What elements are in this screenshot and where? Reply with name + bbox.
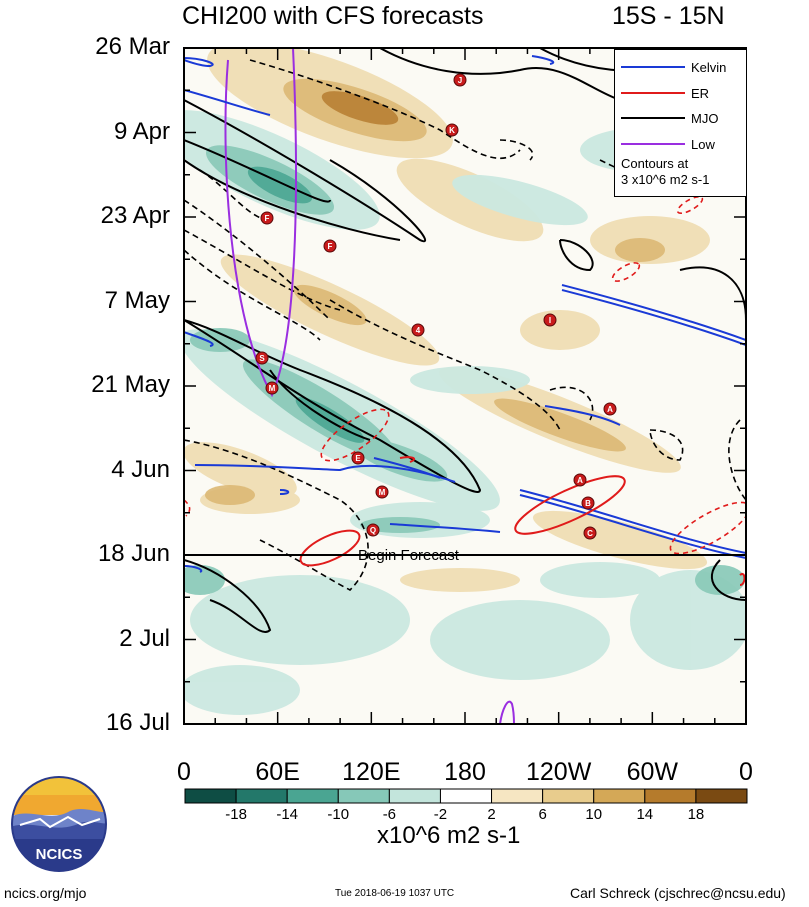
svg-text:C: C bbox=[587, 529, 593, 538]
colorbar-swatch bbox=[695, 788, 748, 804]
footer-timestamp: Tue 2018-06-19 1037 UTC bbox=[335, 888, 455, 899]
legend-swatch-er bbox=[621, 92, 685, 94]
colorbar-tick-label: 2 bbox=[487, 806, 496, 823]
legend-label-er: ER bbox=[691, 85, 710, 101]
storm-marker: A bbox=[573, 473, 587, 487]
y-tick-label: 21 May bbox=[91, 371, 170, 398]
colorbar-swatch bbox=[593, 788, 646, 804]
svg-text:F: F bbox=[265, 214, 270, 223]
y-tick-label: 18 Jun bbox=[97, 540, 170, 567]
storm-marker: E bbox=[351, 451, 365, 465]
colorbar-tick-label: -10 bbox=[327, 806, 350, 823]
svg-text:A: A bbox=[607, 405, 613, 414]
colorbar-tick-label: 10 bbox=[585, 806, 603, 823]
legend-swatch-mjo bbox=[621, 117, 685, 119]
y-tick-label: 23 Apr bbox=[100, 202, 170, 229]
legend-item-er: ER bbox=[621, 84, 709, 102]
y-tick-label: 2 Jul bbox=[119, 624, 170, 652]
svg-text:S: S bbox=[259, 354, 265, 363]
storm-marker: M bbox=[265, 381, 279, 395]
storm-marker: K bbox=[445, 123, 459, 137]
x-tick-label: 0 bbox=[177, 758, 191, 786]
svg-text:M: M bbox=[379, 488, 386, 497]
svg-text:A: A bbox=[577, 476, 583, 485]
footer-author: Carl Schreck (cjschrec@ncsu.edu) bbox=[570, 885, 786, 901]
colorbar-tick-label: 6 bbox=[538, 806, 547, 823]
storm-markers: J K F F S M 4 I A E M Q A B C bbox=[255, 73, 617, 540]
contour-note-line2: 3 x10^6 m2 s-1 bbox=[621, 172, 710, 187]
svg-text:E: E bbox=[355, 454, 361, 463]
begin-forecast-label: Begin Forecast bbox=[358, 547, 459, 564]
svg-text:M: M bbox=[269, 384, 276, 393]
colorbar-tick-label: -6 bbox=[382, 806, 397, 823]
colorbar-swatch bbox=[491, 788, 544, 804]
svg-text:F: F bbox=[328, 242, 333, 251]
legend-item-low: Low bbox=[621, 135, 715, 153]
x-tick-label: 0 bbox=[739, 758, 753, 786]
colorbar-swatch bbox=[337, 788, 390, 804]
storm-marker: A bbox=[603, 402, 617, 416]
svg-text:I: I bbox=[549, 316, 551, 325]
legend: Kelvin ER MJO Low Contours at 3 x10^6 m2… bbox=[614, 49, 747, 197]
storm-marker: C bbox=[583, 526, 597, 540]
storm-marker: J bbox=[453, 73, 467, 87]
svg-text:4: 4 bbox=[416, 326, 421, 335]
storm-marker: S bbox=[255, 351, 269, 365]
y-tick-label: 26 Mar bbox=[95, 33, 170, 60]
colorbar bbox=[184, 788, 748, 804]
contour-note: Contours at 3 x10^6 m2 s-1 bbox=[621, 156, 709, 188]
storm-marker: B bbox=[581, 496, 595, 510]
colorbar-tick-label: -14 bbox=[276, 806, 299, 823]
colorbar-units: x10^6 m2 s-1 bbox=[377, 822, 521, 849]
colorbar-swatch bbox=[439, 788, 493, 804]
footer-site: ncics.org/mjo bbox=[4, 885, 87, 901]
legend-swatch-kelvin bbox=[621, 66, 685, 68]
x-tick-label: 60W bbox=[626, 758, 679, 786]
storm-marker: F bbox=[323, 239, 337, 253]
x-tick-label: 120W bbox=[526, 758, 592, 786]
storm-marker: F bbox=[260, 211, 274, 225]
ncics-logo: NCICS bbox=[11, 776, 107, 872]
svg-text:J: J bbox=[458, 76, 462, 85]
legend-label-low: Low bbox=[691, 136, 715, 152]
y-tick-label: 4 Jun bbox=[111, 455, 170, 483]
colorbar-swatch bbox=[644, 788, 697, 804]
svg-text:B: B bbox=[585, 499, 591, 508]
y-tick-label: 16 Jul bbox=[105, 709, 170, 736]
contour-note-line1: Contours at bbox=[621, 156, 689, 171]
legend-item-kelvin: Kelvin bbox=[621, 58, 726, 76]
chart-title: CHI200 with CFS forecasts bbox=[182, 2, 484, 30]
storm-marker: 4 bbox=[411, 323, 425, 337]
colorbar-tick-label: -18 bbox=[225, 806, 247, 823]
legend-swatch-low bbox=[621, 143, 685, 145]
colorbar-tick-label: -2 bbox=[433, 806, 448, 823]
svg-text:Q: Q bbox=[370, 526, 376, 535]
y-tick-label: 9 Apr bbox=[113, 117, 170, 145]
svg-text:K: K bbox=[449, 126, 455, 135]
colorbar-tick-label: 18 bbox=[687, 806, 705, 823]
y-tick-label: 7 May bbox=[104, 286, 170, 314]
colorbar-tick-label: 14 bbox=[636, 806, 654, 823]
logo-text: NCICS bbox=[36, 846, 83, 863]
chart-region: 15S - 15N bbox=[612, 2, 725, 30]
legend-label-mjo: MJO bbox=[691, 110, 719, 126]
x-tick-label: 120E bbox=[342, 758, 401, 786]
storm-marker: Q bbox=[366, 523, 380, 537]
x-tick-label: 60E bbox=[255, 758, 300, 786]
storm-marker: I bbox=[543, 313, 557, 327]
colorbar-swatch bbox=[235, 788, 288, 804]
colorbar-swatch bbox=[542, 788, 595, 804]
anomaly-shading bbox=[184, 48, 746, 715]
legend-label-kelvin: Kelvin bbox=[691, 59, 727, 75]
storm-marker: M bbox=[375, 485, 389, 499]
colorbar-swatch bbox=[286, 788, 339, 804]
colorbar-swatch bbox=[184, 788, 237, 804]
colorbar-swatch bbox=[388, 788, 441, 804]
legend-item-mjo: MJO bbox=[621, 109, 718, 127]
x-tick-label: 180 bbox=[444, 758, 486, 786]
